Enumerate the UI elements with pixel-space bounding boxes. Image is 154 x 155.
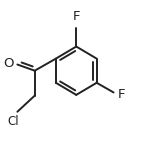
Text: Cl: Cl: [8, 115, 19, 128]
Text: F: F: [118, 88, 125, 101]
Text: O: O: [3, 57, 14, 70]
Text: F: F: [73, 10, 80, 23]
